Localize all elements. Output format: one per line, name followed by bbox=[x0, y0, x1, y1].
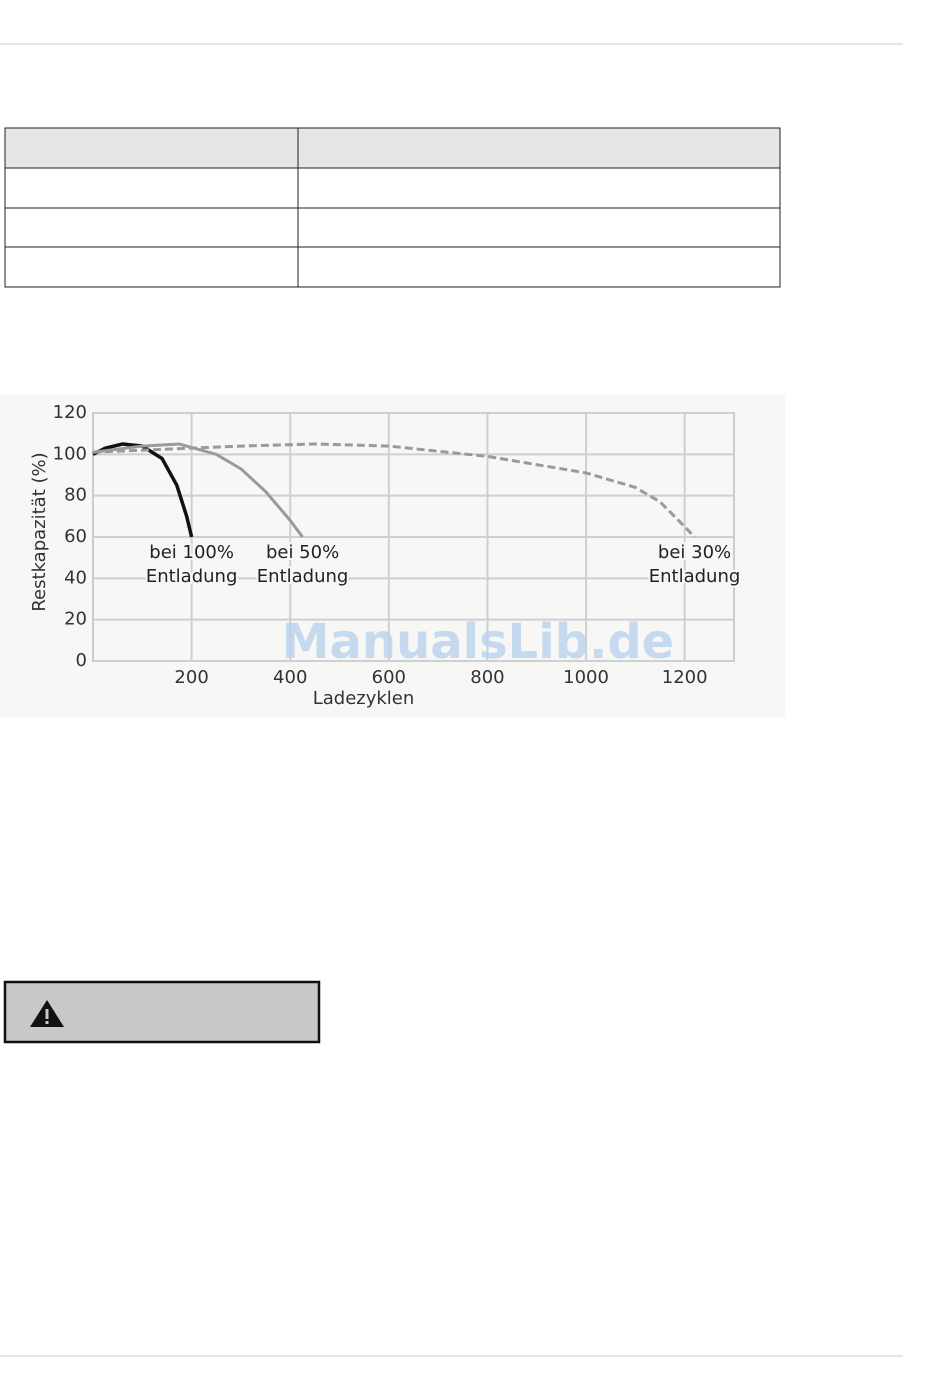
line-series bbox=[92, 442, 696, 539]
series-annotation: Entladung bbox=[257, 566, 349, 587]
x-tick-label: 200 bbox=[174, 667, 208, 688]
series-annotation: bei 30% bbox=[658, 542, 731, 563]
warning-icon-mark bbox=[45, 1009, 49, 1019]
warning-frame bbox=[3, 980, 321, 1044]
line-series bbox=[92, 442, 194, 538]
warning-icon-dot bbox=[45, 1021, 49, 1024]
y-tick-label: 60 bbox=[64, 526, 87, 547]
y-tick-label: 0 bbox=[76, 650, 87, 671]
series-annotation: bei 100% bbox=[149, 542, 234, 563]
series-annotation: bei 50% bbox=[266, 542, 339, 563]
watermark: ManualsLib.de bbox=[282, 614, 674, 670]
table-header bbox=[5, 128, 780, 168]
x-tick-label: 800 bbox=[470, 667, 504, 688]
y-tick-label: 100 bbox=[53, 443, 87, 464]
table bbox=[4, 127, 781, 288]
warning-box bbox=[3, 980, 321, 1044]
x-axis-label: Ladezyklen bbox=[313, 688, 415, 709]
x-tick-label: 600 bbox=[372, 667, 406, 688]
series-annotation: Entladung bbox=[649, 566, 741, 587]
y-tick-label: 20 bbox=[64, 609, 87, 630]
line-series bbox=[92, 442, 304, 538]
x-tick-label: 400 bbox=[273, 667, 307, 688]
y-axis-label: Restkapazität (%) bbox=[29, 452, 50, 611]
x-tick-label: 1000 bbox=[563, 667, 609, 688]
y-tick-label: 80 bbox=[64, 485, 87, 506]
chart: 0 20 40 60 80 100 120 200 400 600 800 1000 1200 Ladez… bbox=[29, 402, 742, 709]
y-tick-label: 40 bbox=[64, 567, 87, 588]
series-annotation: Entladung bbox=[146, 566, 238, 587]
x-tick-label: 1200 bbox=[662, 667, 708, 688]
y-tick-label: 120 bbox=[53, 402, 87, 423]
